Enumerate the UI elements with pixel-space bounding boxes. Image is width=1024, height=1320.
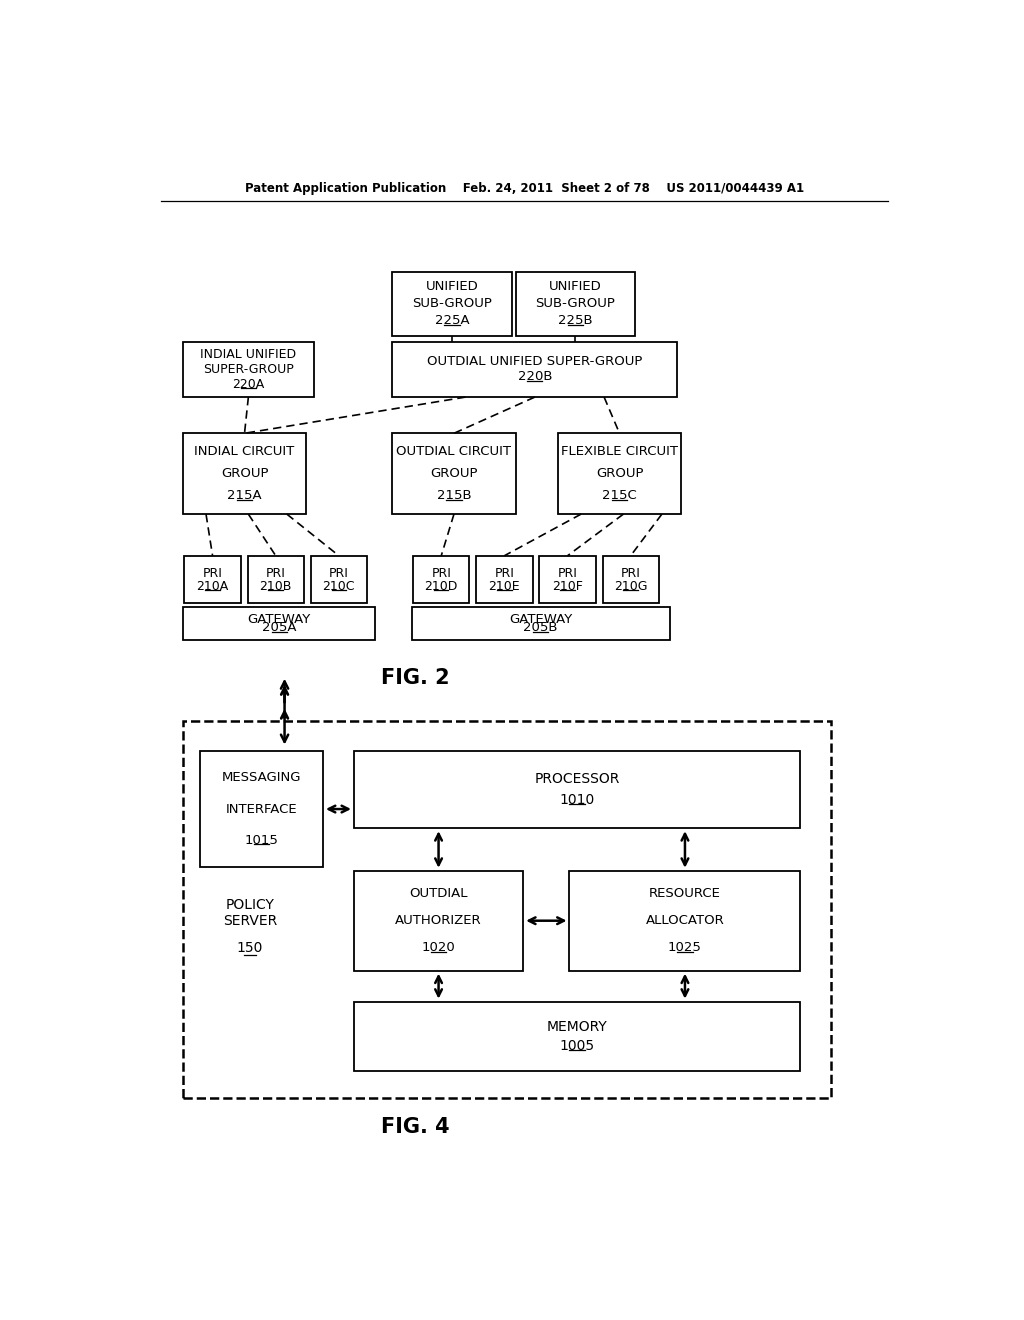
Text: 1005: 1005	[559, 1039, 595, 1052]
Text: PRI: PRI	[266, 566, 286, 579]
Bar	[476, 556, 532, 603]
Text: 1025: 1025	[668, 941, 701, 954]
Text: FLEXIBLE CIRCUIT: FLEXIBLE CIRCUIT	[561, 445, 678, 458]
Text: PRI: PRI	[329, 566, 349, 579]
Text: OUTDIAL CIRCUIT: OUTDIAL CIRCUIT	[396, 445, 511, 458]
Bar	[310, 556, 367, 603]
Bar	[392, 272, 512, 335]
Text: POLICY
SERVER: POLICY SERVER	[223, 898, 278, 928]
Text: INDIAL CIRCUIT: INDIAL CIRCUIT	[195, 445, 295, 458]
Text: 1015: 1015	[245, 834, 279, 846]
Bar	[412, 607, 670, 640]
Text: 210G: 210G	[614, 579, 647, 593]
Text: 210A: 210A	[197, 579, 228, 593]
Text: FIG. 2: FIG. 2	[381, 668, 450, 688]
Bar	[540, 556, 596, 603]
Text: 220B: 220B	[517, 371, 552, 383]
Text: PROCESSOR: PROCESSOR	[535, 772, 620, 787]
Text: PRI: PRI	[558, 566, 578, 579]
Text: 210B: 210B	[259, 579, 292, 593]
Text: 150: 150	[237, 941, 263, 954]
Text: 210C: 210C	[323, 579, 355, 593]
Bar	[558, 433, 681, 515]
Text: 215B: 215B	[436, 488, 471, 502]
Bar	[354, 751, 801, 829]
Text: 210F: 210F	[552, 579, 583, 593]
Text: PRI: PRI	[203, 566, 222, 579]
Text: UNIFIED: UNIFIED	[549, 280, 602, 293]
Text: 205B: 205B	[523, 622, 558, 635]
Text: SUPER-GROUP: SUPER-GROUP	[203, 363, 294, 376]
Bar	[392, 433, 515, 515]
Bar	[602, 556, 658, 603]
Text: 1010: 1010	[559, 793, 595, 808]
Bar	[354, 871, 523, 970]
Text: INTERFACE: INTERFACE	[225, 803, 297, 816]
Bar	[392, 342, 677, 397]
Bar	[200, 751, 323, 867]
Text: PRI: PRI	[495, 566, 514, 579]
Text: 205A: 205A	[262, 622, 296, 635]
Text: GROUP: GROUP	[221, 467, 268, 480]
Bar	[183, 433, 306, 515]
Text: 225B: 225B	[558, 314, 593, 327]
Text: OUTDIAL UNIFIED SUPER-GROUP: OUTDIAL UNIFIED SUPER-GROUP	[427, 355, 642, 368]
Text: SUB-GROUP: SUB-GROUP	[412, 297, 492, 310]
Text: 1020: 1020	[422, 941, 456, 954]
Text: GATEWAY: GATEWAY	[248, 612, 311, 626]
Bar	[248, 556, 304, 603]
Text: Patent Application Publication    Feb. 24, 2011  Sheet 2 of 78    US 2011/004443: Patent Application Publication Feb. 24, …	[245, 182, 805, 194]
Text: GATEWAY: GATEWAY	[509, 612, 572, 626]
Text: INDIAL UNIFIED: INDIAL UNIFIED	[201, 348, 296, 360]
Text: PRI: PRI	[621, 566, 641, 579]
Text: 220A: 220A	[232, 378, 264, 391]
Bar	[184, 556, 241, 603]
Bar	[354, 1002, 801, 1071]
Bar	[183, 721, 831, 1098]
Bar	[413, 556, 469, 603]
Text: 210E: 210E	[488, 579, 520, 593]
Text: UNIFIED: UNIFIED	[426, 280, 478, 293]
Text: FIG. 4: FIG. 4	[381, 1117, 450, 1137]
Text: MESSAGING: MESSAGING	[222, 771, 301, 784]
Text: PRI: PRI	[431, 566, 452, 579]
Text: MEMORY: MEMORY	[547, 1020, 607, 1034]
Bar	[569, 871, 801, 970]
Bar	[515, 272, 635, 335]
Text: 210D: 210D	[425, 579, 458, 593]
Bar	[183, 342, 313, 397]
Text: GROUP: GROUP	[430, 467, 478, 480]
Text: SUB-GROUP: SUB-GROUP	[536, 297, 615, 310]
Text: RESOURCE: RESOURCE	[649, 887, 721, 900]
Text: 225A: 225A	[435, 314, 469, 327]
Text: ALLOCATOR: ALLOCATOR	[645, 915, 724, 927]
Text: OUTDIAL: OUTDIAL	[410, 887, 468, 900]
Bar	[183, 607, 376, 640]
Text: GROUP: GROUP	[596, 467, 643, 480]
Text: AUTHORIZER: AUTHORIZER	[395, 915, 482, 927]
Text: 215A: 215A	[227, 488, 262, 502]
Text: 215C: 215C	[602, 488, 637, 502]
